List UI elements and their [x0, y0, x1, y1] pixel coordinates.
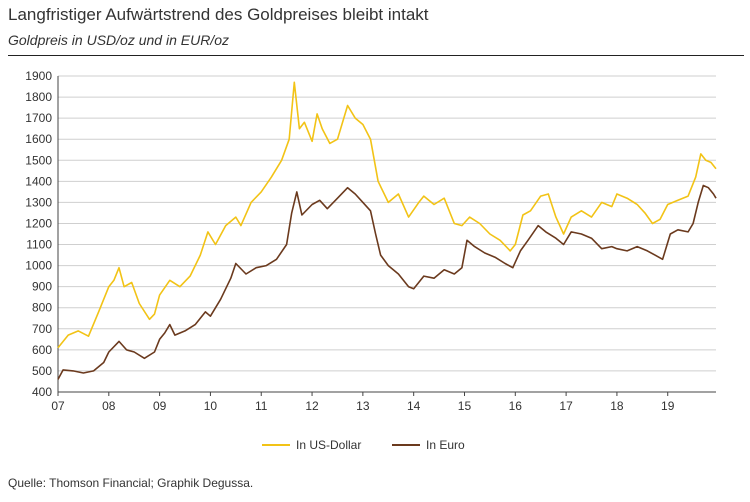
y-tick-label: 1700	[25, 111, 52, 125]
series-lines	[57, 81, 717, 380]
y-tick-label: 500	[32, 364, 52, 378]
y-tick-label: 1200	[25, 216, 52, 230]
y-tick-label: 600	[32, 343, 52, 357]
x-axis: 07 08 09 10 11 12 13 14 15 16 17 18 19	[51, 391, 716, 413]
y-tick-label: 1000	[25, 259, 52, 273]
legend-label: In Euro	[426, 438, 465, 452]
series-line-usd	[57, 81, 717, 349]
x-tick-label: 07	[51, 399, 65, 413]
source-note: Quelle: Thomson Financial; Graphik Degus…	[8, 476, 254, 490]
legend-label: In US-Dollar	[296, 438, 361, 452]
y-tick-label: 1400	[25, 174, 52, 188]
y-tick-label: 1900	[25, 69, 52, 83]
y-tick-label: 1600	[25, 132, 52, 146]
x-tick-label: 18	[610, 399, 624, 413]
x-tick-label: 14	[407, 399, 421, 413]
y-axis: 400 500 600 700 800 900 1000 1100 1200 1300 1400 15…	[25, 69, 59, 399]
y-tick-label: 400	[32, 385, 52, 399]
series-line-eur	[57, 184, 717, 380]
x-tick-label: 12	[305, 399, 319, 413]
y-tick-label: 900	[32, 280, 52, 294]
y-tick-label: 1500	[25, 153, 52, 167]
y-tick-label: 800	[32, 301, 52, 315]
x-tick-label: 11	[255, 399, 268, 413]
legend: In US-Dollar In Euro	[262, 438, 465, 452]
x-tick-label: 13	[356, 399, 370, 413]
x-tick-label: 08	[102, 399, 116, 413]
gold-price-chart: 400 500 600 700 800 900 1000 1100 1200 1300 1400 15…	[25, 69, 717, 452]
x-tick-label: 09	[153, 399, 167, 413]
y-tick-label: 1300	[25, 195, 52, 209]
grid-lines	[58, 75, 716, 372]
x-tick-label: 15	[458, 399, 472, 413]
y-tick-label: 700	[32, 322, 52, 336]
x-tick-label: 17	[559, 399, 573, 413]
title-rule	[8, 55, 744, 56]
x-tick-label: 19	[661, 399, 675, 413]
y-tick-label: 1800	[25, 90, 52, 104]
y-tick-label: 1100	[26, 238, 52, 252]
chart-subtitle: Goldpreis in USD/oz und in EUR/oz	[8, 32, 229, 48]
x-tick-label: 10	[204, 399, 218, 413]
x-tick-label: 16	[509, 399, 523, 413]
chart-title: Langfristiger Aufwärtstrend des Goldprei…	[8, 5, 429, 24]
